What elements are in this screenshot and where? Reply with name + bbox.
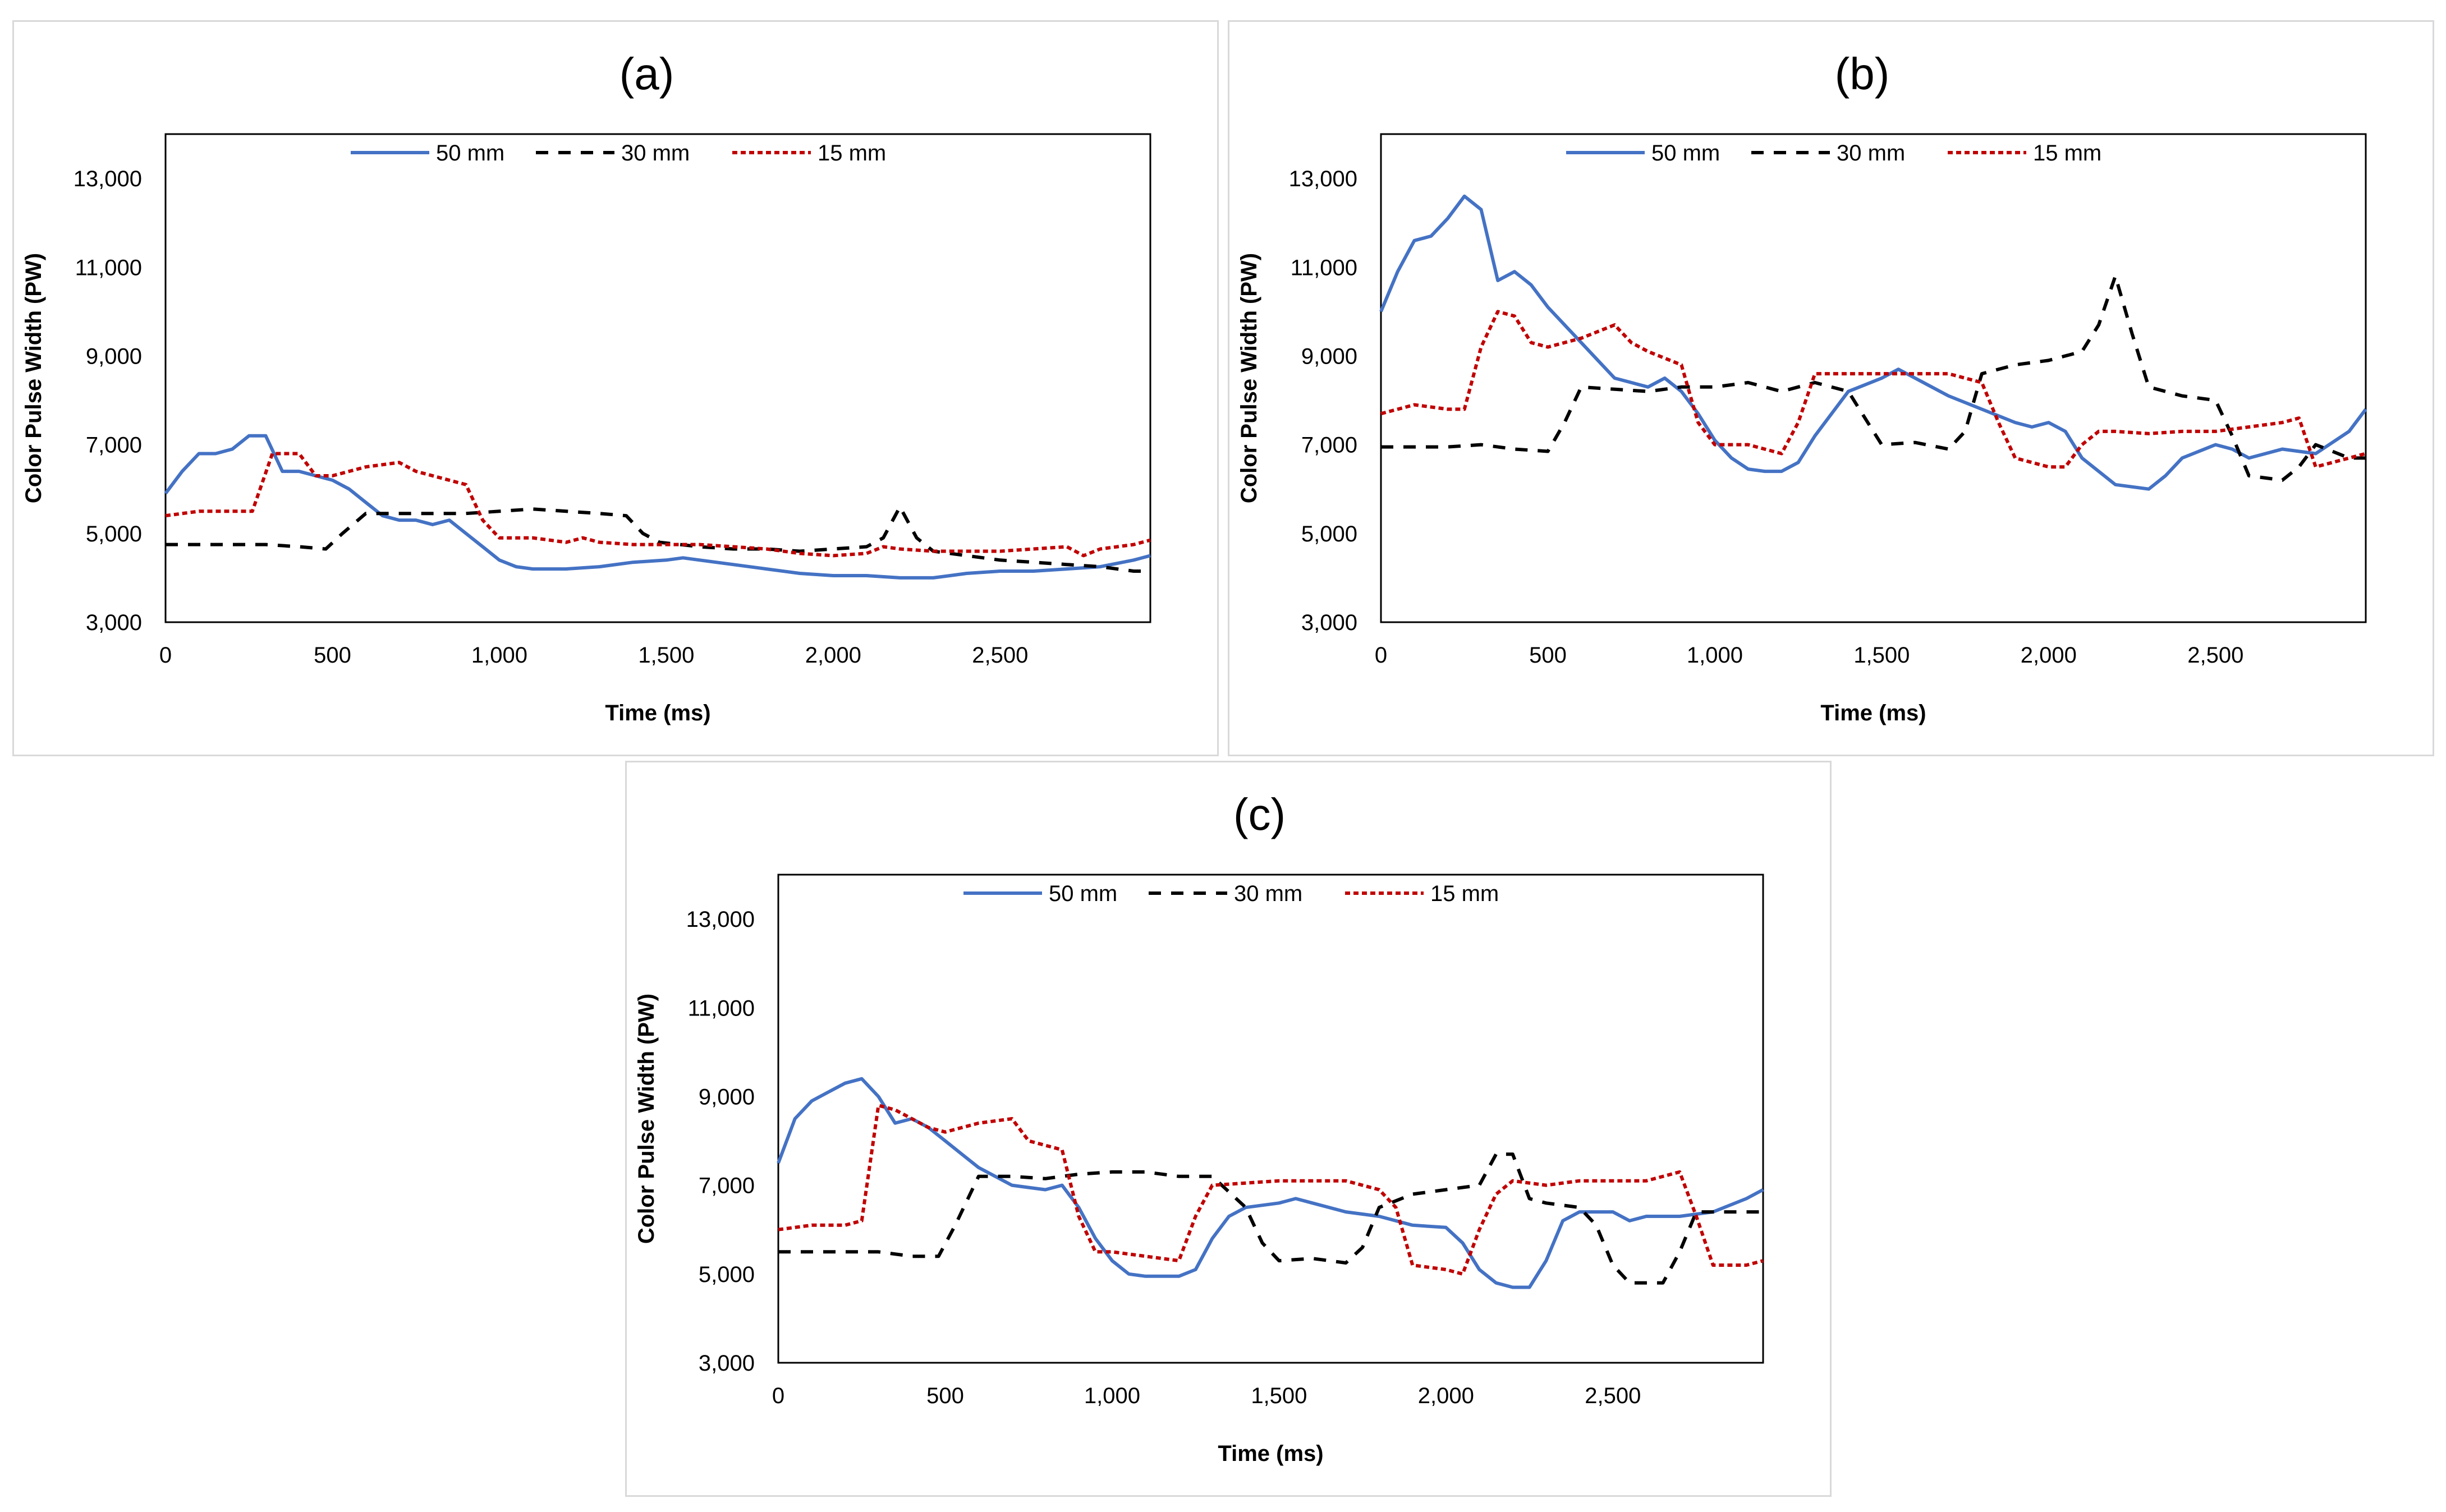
series-line-50mm xyxy=(164,434,1151,580)
x-tick-label: 1,500 xyxy=(1853,643,1910,668)
y-tick-label: 9,000 xyxy=(699,1084,755,1109)
y-axis-label-c: Color Pulse Width (PW) xyxy=(634,994,659,1244)
y-tick-label: 9,000 xyxy=(1301,344,1357,369)
chart-title-a: (a) xyxy=(619,49,674,99)
x-tick-label: 0 xyxy=(772,1384,784,1408)
x-axis-label-b: Time (ms) xyxy=(1820,701,1926,725)
x-tick-label: 1,500 xyxy=(1251,1384,1307,1408)
series-line-30mm xyxy=(166,505,1150,573)
x-tick-label: 2,000 xyxy=(1418,1384,1474,1408)
chart-a-svg: (a) 3,000 5,000 7,000 9,000 11,000 13,000 0 500 1… xyxy=(21,49,1151,725)
series-line-30mm xyxy=(778,1152,1763,1285)
y-tick-label: 3,000 xyxy=(1301,610,1357,635)
x-tick-label: 2,000 xyxy=(805,643,861,668)
x-tick-label: 1,000 xyxy=(471,643,527,668)
series-line-30mm xyxy=(1381,274,2366,482)
legend-label: 15 mm xyxy=(2033,141,2101,166)
legend-label: 50 mm xyxy=(1049,881,1117,906)
plot-area-b xyxy=(1380,133,2367,623)
y-tick-label: 5,000 xyxy=(1301,522,1357,546)
y-tick-label: 9,000 xyxy=(86,344,142,369)
plot-area-c xyxy=(777,874,1764,1364)
x-tick-label: 2,000 xyxy=(2021,643,2077,668)
chart-title-b: (b) xyxy=(1835,49,1890,99)
x-tick-label: 1,500 xyxy=(638,643,694,668)
y-tick-label: 11,000 xyxy=(75,255,142,280)
y-tick-label: 5,000 xyxy=(699,1262,755,1287)
x-tick-label: 1,000 xyxy=(1687,643,1743,668)
y-tick-label: 11,000 xyxy=(688,996,755,1021)
y-tick-label: 5,000 xyxy=(86,522,142,546)
y-tick-label: 11,000 xyxy=(1291,255,1357,280)
chart-b-svg: (b) 3,000 5,000 7,000 9,000 11,000 13,000 0 500 1… xyxy=(1237,49,2367,725)
x-tick-label: 0 xyxy=(1375,643,1387,668)
series-line-15mm xyxy=(778,1104,1764,1276)
series-line-15mm xyxy=(165,452,1151,558)
x-axis-label-c: Time (ms) xyxy=(1218,1441,1323,1466)
y-tick-label: 3,000 xyxy=(699,1351,755,1376)
chart-c-svg: (c) 3,000 5,000 7,000 9,000 11,000 13,000 0 500 1… xyxy=(634,789,1764,1466)
x-tick-label: 0 xyxy=(159,643,172,668)
x-tick-label: 500 xyxy=(314,643,351,668)
y-axis-label-a: Color Pulse Width (PW) xyxy=(21,253,46,503)
y-tick-label: 3,000 xyxy=(86,610,142,635)
x-tick-label: 2,500 xyxy=(1585,1384,1641,1408)
y-axis-label-b: Color Pulse Width (PW) xyxy=(1237,253,1261,503)
legend-label: 50 mm xyxy=(436,141,504,166)
chart-panel-c: (c) 3,000 5,000 7,000 9,000 11,000 13,000 0 500 1… xyxy=(625,761,1832,1497)
y-tick-label: 7,000 xyxy=(1301,433,1357,458)
plot-area-a xyxy=(164,133,1151,623)
series-line-50mm xyxy=(1379,194,2367,491)
y-tick-label: 7,000 xyxy=(86,433,142,458)
legend-label: 30 mm xyxy=(1234,881,1302,906)
y-tick-label: 7,000 xyxy=(699,1174,755,1198)
x-tick-label: 1,000 xyxy=(1084,1384,1140,1408)
chart-panel-a: (a) 3,000 5,000 7,000 9,000 11,000 13,000 0 500 1… xyxy=(12,20,1219,756)
x-axis-label-a: Time (ms) xyxy=(605,701,710,725)
x-tick-label: 500 xyxy=(1529,643,1567,668)
legend-label: 15 mm xyxy=(818,141,886,166)
x-tick-label: 2,500 xyxy=(972,643,1028,668)
y-tick-label: 13,000 xyxy=(1289,167,1357,191)
chart-title-c: (c) xyxy=(1233,789,1286,839)
legend-label: 50 mm xyxy=(1651,141,1720,166)
x-tick-label: 2,500 xyxy=(2187,643,2243,668)
chart-panel-b: (b) 3,000 5,000 7,000 9,000 11,000 13,000 0 500 1… xyxy=(1228,20,2434,756)
legend-label: 30 mm xyxy=(621,141,690,166)
y-tick-label: 13,000 xyxy=(74,167,142,191)
x-tick-label: 500 xyxy=(926,1384,964,1408)
y-tick-label: 13,000 xyxy=(686,907,755,932)
legend-label: 15 mm xyxy=(1430,881,1499,906)
legend-label: 30 mm xyxy=(1837,141,1905,166)
